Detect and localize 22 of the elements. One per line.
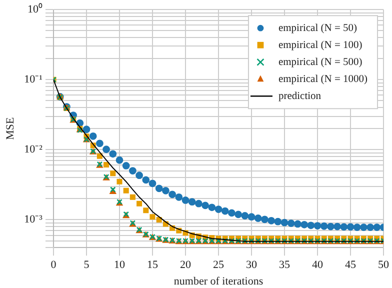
x-tick-label: 50 [378,259,390,272]
x-tick-label: 10 [114,259,126,272]
x-tick-label: 5 [84,259,90,272]
y-tick-label: 10⁻³ [24,214,44,226]
x-tick-label: 25 [213,259,224,272]
legend-label: empirical (N = 500) [278,56,363,68]
x-tick-label: 30 [246,259,258,272]
x-axis-title: number of iterations [174,275,264,288]
x-tick-label: 20 [180,259,192,272]
x-tick-label: 15 [147,259,158,272]
y-tick-label: 10⁰ [28,2,42,16]
x-tick-label: 0 [50,259,57,272]
x-tick-label: 35 [279,259,290,272]
y-tick-label: 10⁻² [24,144,44,156]
legend-label: empirical (N = 1000) [278,74,368,85]
legend-label: prediction [278,90,322,102]
y-tick-label: 10⁻¹ [24,74,42,86]
x-tick-label: 45 [345,259,356,272]
legend-label: empirical (N = 100) [278,40,363,51]
legend-label: empirical (N = 50) [278,22,358,34]
y-axis-title: MSE [4,117,16,140]
x-tick-label: 40 [312,259,324,272]
